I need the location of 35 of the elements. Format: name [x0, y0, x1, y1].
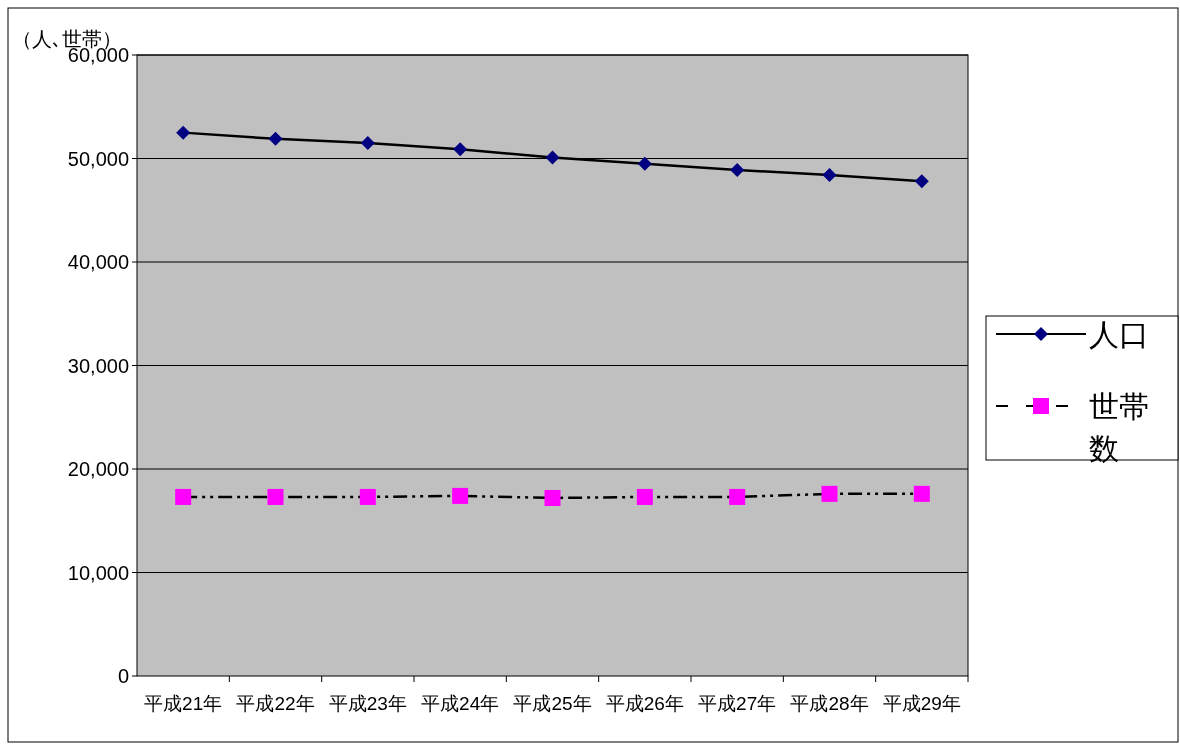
point [175, 488, 192, 505]
point [359, 488, 376, 505]
point [176, 125, 191, 140]
point [267, 488, 284, 505]
x-tick-label: 平成27年 [698, 693, 777, 714]
x-tick-label: 平成25年 [513, 693, 592, 714]
point [914, 174, 929, 189]
x-tick-label: 平成24年 [421, 693, 500, 714]
y-tick-label: 10,000 [67, 561, 129, 584]
point [544, 489, 561, 506]
x-tick-label: 平成28年 [790, 693, 869, 714]
x-tick-label: 平成29年 [882, 693, 961, 714]
point [268, 131, 283, 146]
y-tick-label: 0 [117, 665, 129, 687]
point [730, 162, 745, 177]
x-tick-label: 平成22年 [236, 693, 315, 714]
legend-label: 世帯数 [1089, 390, 1149, 465]
y-tick-label: 40,000 [67, 251, 129, 273]
point [360, 135, 375, 150]
point [637, 156, 652, 171]
y-tick-label: 30,000 [67, 354, 129, 377]
point [452, 487, 469, 504]
point [453, 142, 468, 157]
point [822, 168, 837, 183]
x-tick-label: 平成26年 [605, 693, 684, 714]
point [913, 485, 930, 502]
legend-label: 人口 [1089, 318, 1149, 351]
point [729, 488, 746, 505]
point [821, 485, 838, 502]
y-tick-label: 20,000 [67, 458, 129, 480]
y-tick-label: 50,000 [67, 147, 129, 170]
x-tick-label: 平成23年 [328, 693, 407, 714]
point [545, 150, 560, 165]
x-tick-label: 平成21年 [144, 693, 223, 714]
point [636, 488, 653, 505]
